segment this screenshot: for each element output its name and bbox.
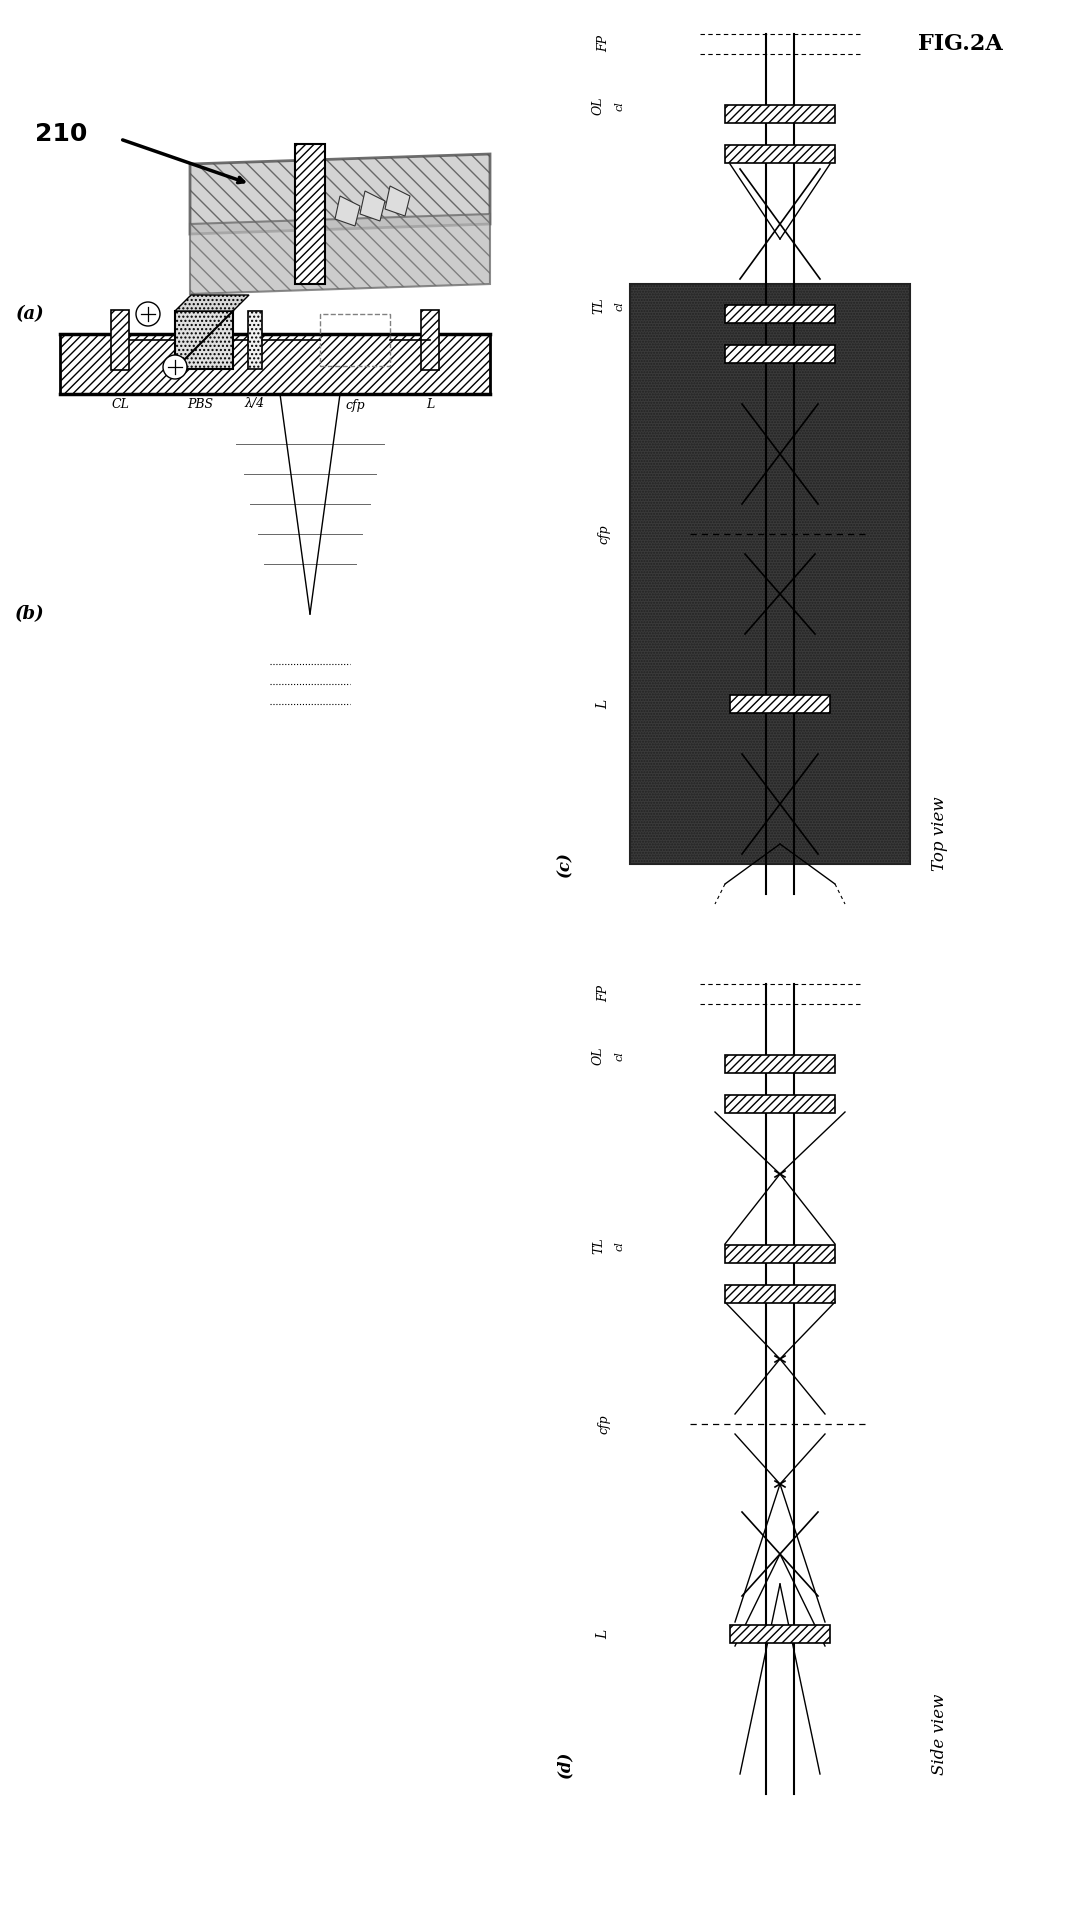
- Bar: [60, 335, 490, 394]
- Bar: [320, 314, 390, 366]
- Text: Top view: Top view: [932, 796, 949, 871]
- Bar: [725, 105, 835, 122]
- Text: λ/4: λ/4: [244, 398, 264, 410]
- Polygon shape: [385, 186, 410, 216]
- Bar: [725, 1284, 835, 1303]
- Bar: [725, 1095, 835, 1114]
- Bar: [421, 310, 439, 369]
- Text: L: L: [596, 1629, 610, 1638]
- Text: TL: TL: [592, 1238, 605, 1254]
- Text: PBS: PBS: [187, 398, 213, 410]
- Polygon shape: [360, 191, 385, 220]
- Bar: [725, 345, 835, 364]
- Polygon shape: [190, 153, 490, 234]
- Bar: [247, 310, 261, 369]
- Text: L: L: [596, 699, 610, 708]
- Text: 210: 210: [36, 122, 87, 145]
- Circle shape: [136, 302, 160, 325]
- Bar: [175, 310, 233, 369]
- Text: OL: OL: [592, 1047, 605, 1066]
- Text: Side view: Side view: [932, 1694, 949, 1774]
- Text: cl: cl: [615, 1051, 625, 1060]
- Text: cl: cl: [615, 101, 625, 111]
- Text: CL: CL: [111, 398, 129, 410]
- Text: cfp: cfp: [597, 1414, 610, 1434]
- Bar: [730, 1625, 830, 1642]
- Text: cfp: cfp: [345, 400, 365, 413]
- Polygon shape: [335, 195, 360, 226]
- Text: cfp: cfp: [597, 524, 610, 544]
- Text: L: L: [426, 398, 434, 410]
- Bar: [725, 145, 835, 163]
- Text: FP: FP: [597, 36, 610, 52]
- Bar: [730, 695, 830, 714]
- Circle shape: [162, 354, 187, 379]
- Text: (d): (d): [556, 1749, 574, 1778]
- Text: OL: OL: [592, 98, 605, 115]
- Bar: [725, 304, 835, 323]
- Text: (b): (b): [15, 605, 45, 622]
- Bar: [295, 144, 325, 283]
- Bar: [725, 1244, 835, 1263]
- Text: cl: cl: [615, 1240, 625, 1252]
- Text: FIG.2A: FIG.2A: [918, 33, 1003, 56]
- Bar: [111, 310, 129, 369]
- Polygon shape: [190, 214, 490, 295]
- Text: (a): (a): [16, 304, 44, 323]
- Text: TL: TL: [592, 299, 605, 314]
- Polygon shape: [175, 295, 249, 310]
- Text: (c): (c): [556, 852, 574, 877]
- Bar: [725, 1055, 835, 1074]
- Bar: [631, 283, 910, 863]
- Text: FP: FP: [597, 986, 610, 1003]
- Text: cl: cl: [615, 300, 625, 310]
